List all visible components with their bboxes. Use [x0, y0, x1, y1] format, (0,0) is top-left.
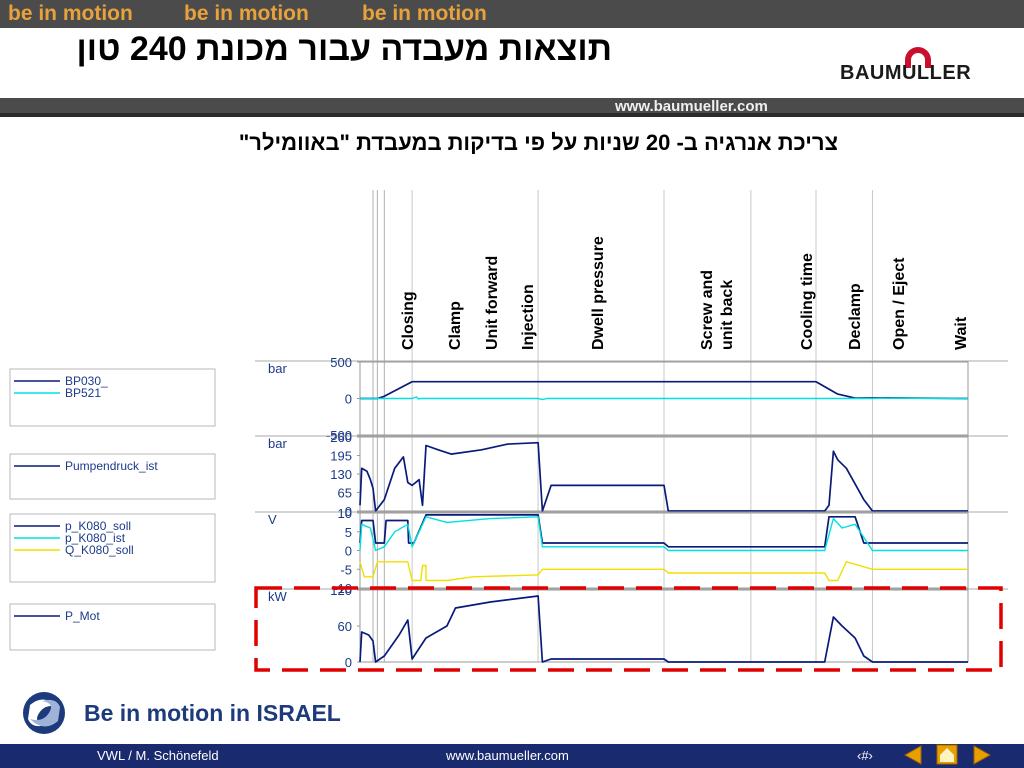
phase-label-screw-and-unit-back: Screw and	[699, 270, 716, 350]
brand-name: BAUMULLER	[840, 62, 972, 84]
y-tick-label: 10	[338, 506, 352, 521]
header-url: www.baumueller.com	[615, 98, 768, 115]
legend-entry: P_Mot	[65, 609, 100, 623]
phase-label-declamp: Declamp	[847, 283, 864, 350]
phase-label-cooling-time: Cooling time	[799, 253, 816, 350]
y-tick-label: 0	[345, 392, 352, 407]
y-tick-label: -5	[340, 562, 352, 577]
prev-slide-icon[interactable]	[903, 745, 922, 765]
power-highlight-frame	[254, 586, 1003, 672]
motion-slogan: be in motion	[362, 2, 487, 25]
motion-slogan: be in motion	[8, 2, 133, 25]
url-bar-edge	[0, 113, 1024, 117]
axis-unit-label: bar	[268, 436, 287, 451]
page-number: ‹#›	[857, 748, 873, 763]
legend-entry: Q_K080_soll	[65, 543, 134, 557]
legend-entry: p_K080_soll	[65, 519, 131, 533]
top-banner	[0, 0, 1024, 28]
y-tick-label: 60	[338, 619, 352, 634]
phase-label-screw-and-unit-back: unit back	[719, 280, 736, 350]
phase-label-wait: Wait	[953, 316, 970, 350]
series-line-pumpendruck-ist	[359, 441, 968, 512]
series-line-p-mot	[359, 595, 968, 663]
footer-author: VWL / M. Schönefeld	[97, 748, 219, 763]
y-tick-label: 130	[330, 467, 352, 482]
legend-box	[9, 453, 216, 500]
footer-bar	[0, 744, 1024, 768]
next-slide-icon[interactable]	[973, 745, 992, 765]
phase-label-closing: Closing	[400, 291, 417, 350]
legend-entry: BP521	[65, 386, 101, 400]
y-tick-label: 195	[330, 449, 352, 464]
axis-unit-label: bar	[268, 361, 287, 376]
axis-unit-label: kW	[268, 589, 288, 604]
slide-subtitle: צריכת אנרגיה ב- 20 שניות על פי בדיקות במ…	[238, 130, 838, 155]
page-title: תוצאות מעבדה עבור מכונת 240 טון	[76, 30, 612, 68]
y-tick-label: 0	[345, 544, 352, 559]
title-bar	[0, 28, 1024, 98]
series-line-q-k080-soll	[359, 561, 968, 582]
y-tick-label: 5	[345, 525, 352, 540]
footer-url: www.baumueller.com	[446, 748, 569, 763]
tagline: Be in motion in ISRAEL	[84, 700, 341, 726]
phase-label-clamp: Clamp	[447, 301, 464, 350]
y-tick-label: 65	[338, 486, 352, 501]
legend-box	[9, 368, 216, 427]
series-line-p-k080-ist	[359, 516, 968, 552]
url-bar	[0, 98, 1024, 116]
phase-label-dwell-pressure: Dwell pressure	[590, 236, 607, 350]
home-icon[interactable]	[936, 744, 958, 765]
y-tick-label: 500	[330, 355, 352, 370]
y-tick-label: 0	[345, 655, 352, 670]
series-line-bp521	[360, 396, 969, 401]
legend-box	[9, 603, 216, 651]
legend-entry: Pumpendruck_ist	[65, 459, 158, 473]
axis-unit-label: V	[268, 512, 277, 527]
phase-label-unit-forward: Unit forward	[484, 256, 501, 350]
y-tick-label: 260	[330, 430, 352, 445]
legend-entry: p_K080_ist	[65, 531, 126, 545]
phase-label-injection: Injection	[520, 284, 537, 350]
y-tick-label: 120	[330, 583, 352, 598]
motion-slogan: be in motion	[184, 2, 309, 25]
legend-entry: BP030_	[65, 374, 108, 388]
phase-label-open-eject: Open / Eject	[891, 257, 908, 350]
